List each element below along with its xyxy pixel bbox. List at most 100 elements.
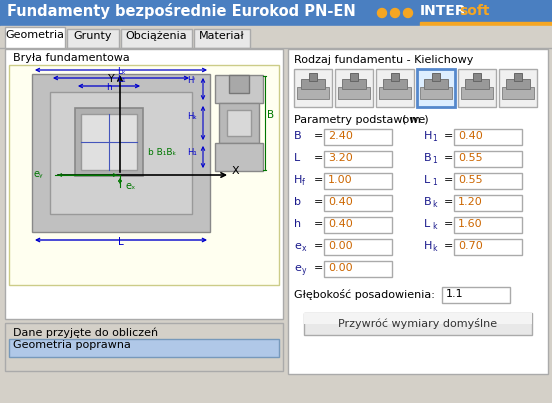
Bar [499,69,537,107]
Bar [383,79,407,89]
Text: k: k [432,200,437,209]
Text: 0.55: 0.55 [458,153,482,163]
Bar [229,75,249,93]
Text: Obciążenia: Obciążenia [125,31,187,41]
Bar [194,29,250,48]
Text: 0.55: 0.55 [458,175,482,185]
Text: Geometria: Geometria [6,30,65,40]
Text: L: L [424,219,430,229]
Bar [324,129,392,145]
Text: =: = [314,219,323,229]
Text: =: = [314,153,323,163]
Text: 3.20: 3.20 [328,153,353,163]
Text: e: e [294,263,301,273]
Bar [5,49,283,319]
Bar [81,114,137,170]
Bar [324,261,392,277]
Text: 1: 1 [432,178,437,187]
Text: B: B [424,153,432,163]
Bar [454,173,522,189]
Text: b B₁Bₖ: b B₁Bₖ [148,148,177,157]
Bar [0,0,552,26]
Text: k: k [432,222,437,231]
Text: eₓ: eₓ [126,181,136,191]
Text: Geometria poprawna: Geometria poprawna [13,340,131,350]
Bar [424,79,448,89]
Bar [458,69,496,107]
Text: L₁: L₁ [117,75,126,84]
Bar [432,73,440,81]
Text: 2.40: 2.40 [328,131,353,141]
Text: L: L [118,237,124,247]
Bar [121,29,192,48]
Text: Głębokość posadowienia:: Głębokość posadowienia: [294,289,435,300]
Text: 1.1: 1.1 [446,289,464,299]
Text: y: y [302,266,306,275]
Text: Parametry podstawowe: Parametry podstawowe [294,115,425,125]
Text: =: = [444,241,453,251]
Text: B: B [294,131,301,141]
Bar [324,217,392,233]
Text: =: = [314,197,323,207]
Text: H: H [424,131,432,141]
Bar [0,27,552,49]
Circle shape [404,8,412,17]
Circle shape [390,8,400,17]
Text: 1.20: 1.20 [458,197,483,207]
Text: =: = [444,197,453,207]
Bar [391,73,399,81]
Text: 0.00: 0.00 [328,241,353,251]
Bar [442,287,510,303]
Text: 0.00: 0.00 [328,263,353,273]
Bar [297,87,329,99]
Bar [454,195,522,211]
Text: k: k [432,244,437,253]
Text: L: L [294,153,300,163]
Text: B: B [424,197,432,207]
Text: H: H [424,241,432,251]
Bar [502,87,534,99]
Bar [219,103,259,143]
Bar [215,75,263,103]
Text: ( m ): ( m ) [402,115,428,125]
Text: 1.00: 1.00 [328,175,353,185]
Text: =: = [314,263,323,273]
Bar [342,79,366,89]
Bar [309,73,317,81]
Text: 0.40: 0.40 [328,219,353,229]
Bar [9,65,279,285]
Bar [294,69,332,107]
Text: soft: soft [459,4,490,18]
Bar [454,217,522,233]
Bar [514,73,522,81]
Circle shape [378,8,386,17]
Bar [304,313,532,335]
Text: Bryła fundamentowa: Bryła fundamentowa [13,53,130,63]
Bar [454,239,522,255]
Bar [350,73,358,81]
Bar [288,49,548,374]
Text: b: b [294,197,301,207]
Text: =: = [444,175,453,185]
Text: h: h [294,219,301,229]
Bar [417,69,455,107]
Bar [338,87,370,99]
Text: Grunty: Grunty [74,31,112,41]
Bar [5,27,65,48]
Text: 0.40: 0.40 [328,197,353,207]
Text: =: = [444,153,453,163]
Text: =: = [314,175,323,185]
Bar [324,195,392,211]
Text: h: h [106,83,112,92]
Bar [50,92,192,214]
Text: eᵧ: eᵧ [34,169,44,179]
Text: f: f [302,178,305,187]
Bar [506,79,530,89]
Bar [465,79,489,89]
Text: 0.40: 0.40 [458,131,483,141]
Text: Fundamenty bezpośrednie Eurokod PN-EN: Fundamenty bezpośrednie Eurokod PN-EN [7,3,355,19]
Bar [473,73,481,81]
Text: 1.60: 1.60 [458,219,482,229]
Bar [454,151,522,167]
Text: =: = [314,241,323,251]
